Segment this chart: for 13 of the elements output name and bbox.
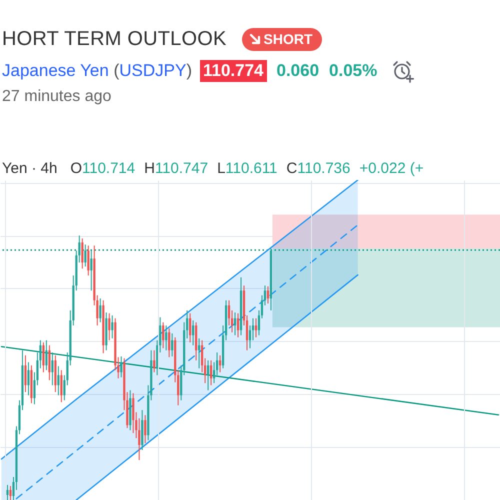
text: SHORT [264,31,313,47]
text: C110.736 [286,160,350,176]
text: +0.022 (+ [359,160,424,176]
chart-subtitle: Japanese Yen (USDJPY) [2,61,192,80]
text: 110.774 [200,60,266,82]
text: L110.611 [217,160,278,176]
text: O110.714 [70,160,136,176]
chart-title: HORT TERM OUTLOOK [2,28,227,50]
text: 0.05% [329,61,378,81]
text: H110.747 [144,160,208,176]
text: 0.060 [276,61,320,81]
text: Yen · 4h [2,160,58,176]
text: 27 minutes ago [2,88,112,106]
